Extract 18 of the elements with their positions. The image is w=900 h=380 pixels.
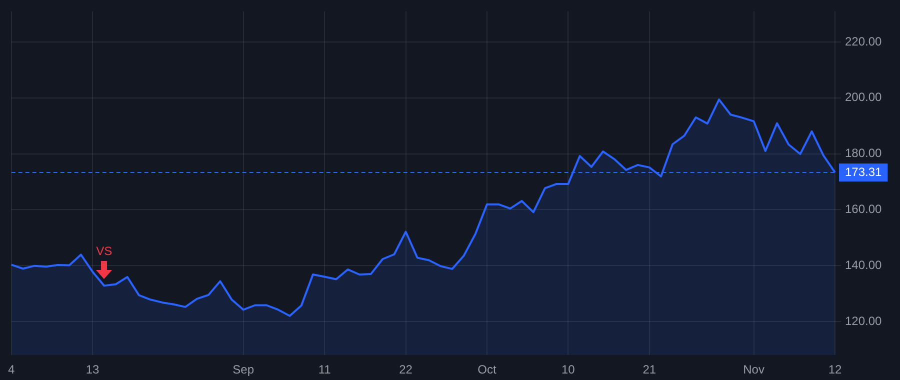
x-tick-label: 21: [642, 362, 656, 377]
x-tick-label: 11: [318, 362, 332, 377]
y-tick-label: 120.00: [845, 314, 882, 328]
y-tick-label: 160.00: [845, 202, 882, 216]
y-tick-label: 200.00: [845, 90, 882, 104]
ref-line-label: 173.31: [845, 164, 882, 179]
x-tick-label: Sep: [232, 362, 254, 377]
annotation: VS: [95, 244, 114, 258]
x-tick-label: 4: [8, 362, 15, 377]
x-tick-label: Nov: [743, 362, 764, 377]
x-tick-label: 13: [86, 362, 100, 377]
y-tick-label: 220.00: [845, 34, 882, 48]
x-tick-label: 22: [399, 362, 413, 377]
y-tick-label: 180.00: [845, 146, 882, 160]
x-tick-label: Oct: [478, 362, 497, 377]
x-tick-label: 12: [828, 362, 842, 377]
x-tick-label: 10: [562, 362, 576, 377]
y-tick-label: 140.00: [845, 258, 882, 272]
